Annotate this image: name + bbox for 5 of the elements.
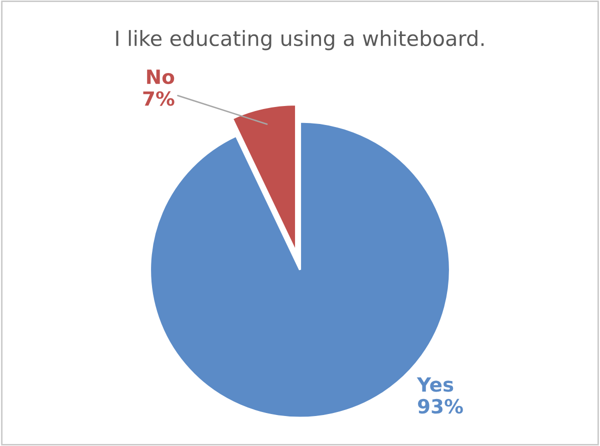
data-label: 93% xyxy=(418,398,463,414)
slice-label: Yes xyxy=(416,377,454,392)
chart-title: I like educating using a whiteboard. xyxy=(116,30,484,50)
slice-label: No xyxy=(147,70,174,84)
data-label: 7% xyxy=(143,91,174,106)
